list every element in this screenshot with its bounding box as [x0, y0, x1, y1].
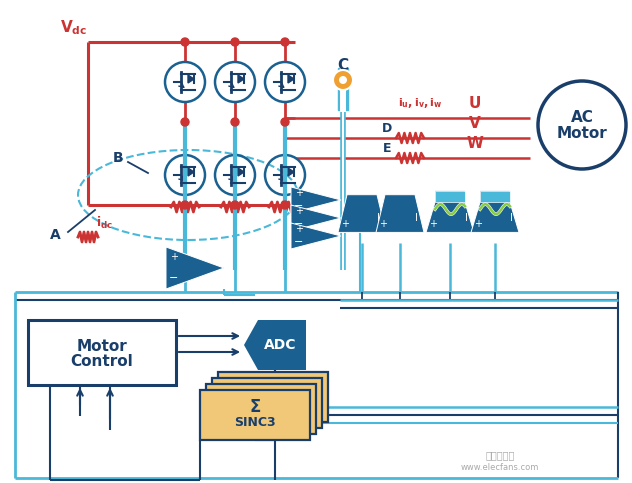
Polygon shape	[291, 223, 341, 249]
Polygon shape	[338, 195, 386, 232]
Text: B: B	[112, 151, 123, 165]
Polygon shape	[288, 75, 294, 83]
Circle shape	[231, 201, 239, 209]
Text: +: +	[295, 188, 303, 199]
Text: +: +	[295, 225, 303, 235]
Text: $\mathbf{V_{dc}}$: $\mathbf{V_{dc}}$	[60, 19, 87, 37]
Text: +: +	[170, 253, 178, 262]
Circle shape	[215, 155, 255, 195]
Text: −: −	[169, 273, 179, 284]
Text: 电子发烧友: 电子发烧友	[485, 450, 514, 460]
Text: +: +	[429, 219, 437, 228]
Circle shape	[339, 76, 347, 84]
Text: AC: AC	[571, 110, 593, 125]
FancyBboxPatch shape	[28, 320, 176, 385]
Polygon shape	[288, 168, 294, 176]
Polygon shape	[238, 75, 244, 83]
Polygon shape	[471, 191, 519, 232]
Text: V: V	[469, 116, 481, 131]
Polygon shape	[435, 191, 465, 202]
Polygon shape	[291, 187, 341, 213]
Circle shape	[538, 81, 626, 169]
Text: www.elecfans.com: www.elecfans.com	[461, 463, 539, 472]
Circle shape	[165, 155, 205, 195]
Text: I: I	[415, 213, 418, 223]
FancyBboxPatch shape	[218, 372, 328, 422]
Polygon shape	[188, 75, 194, 83]
Text: Control: Control	[71, 354, 133, 369]
Circle shape	[231, 38, 239, 46]
Polygon shape	[376, 195, 424, 232]
Text: $\mathbf{i_{dc}}$: $\mathbf{i_{dc}}$	[96, 215, 114, 231]
Text: +: +	[341, 219, 349, 228]
Text: A: A	[50, 228, 61, 242]
FancyBboxPatch shape	[338, 68, 348, 110]
Text: Motor: Motor	[557, 126, 607, 141]
Text: E: E	[383, 142, 391, 155]
Polygon shape	[480, 191, 510, 202]
Polygon shape	[426, 191, 474, 232]
Text: +: +	[295, 207, 303, 216]
Text: SINC3: SINC3	[234, 416, 276, 429]
FancyBboxPatch shape	[206, 384, 316, 434]
Polygon shape	[166, 247, 224, 289]
Circle shape	[215, 62, 255, 102]
Text: +: +	[474, 219, 482, 228]
Polygon shape	[291, 205, 341, 231]
Text: I: I	[465, 213, 468, 223]
Text: I: I	[509, 213, 513, 223]
FancyBboxPatch shape	[340, 66, 346, 112]
Circle shape	[181, 201, 189, 209]
Text: Σ: Σ	[249, 398, 260, 416]
Circle shape	[265, 155, 305, 195]
Text: +: +	[379, 219, 387, 228]
Text: U: U	[469, 96, 481, 111]
Polygon shape	[244, 320, 306, 370]
Text: −: −	[295, 201, 304, 212]
Text: −: −	[295, 238, 304, 247]
Text: −: −	[295, 219, 304, 229]
Text: ADC: ADC	[264, 338, 296, 352]
Circle shape	[165, 62, 205, 102]
Polygon shape	[238, 168, 244, 176]
Circle shape	[181, 118, 189, 126]
Text: C: C	[337, 58, 349, 73]
Text: D: D	[382, 122, 392, 134]
Circle shape	[333, 70, 353, 90]
Text: Motor: Motor	[76, 339, 128, 354]
Text: I: I	[377, 213, 379, 223]
Text: W: W	[466, 136, 483, 151]
Text: $\mathbf{i_u,i_v,i_w}$: $\mathbf{i_u,i_v,i_w}$	[398, 96, 442, 110]
Circle shape	[281, 201, 289, 209]
Circle shape	[265, 62, 305, 102]
Circle shape	[231, 118, 239, 126]
Circle shape	[281, 38, 289, 46]
FancyBboxPatch shape	[200, 390, 310, 440]
Polygon shape	[188, 168, 194, 176]
Circle shape	[281, 118, 289, 126]
FancyBboxPatch shape	[212, 378, 322, 428]
Circle shape	[181, 38, 189, 46]
